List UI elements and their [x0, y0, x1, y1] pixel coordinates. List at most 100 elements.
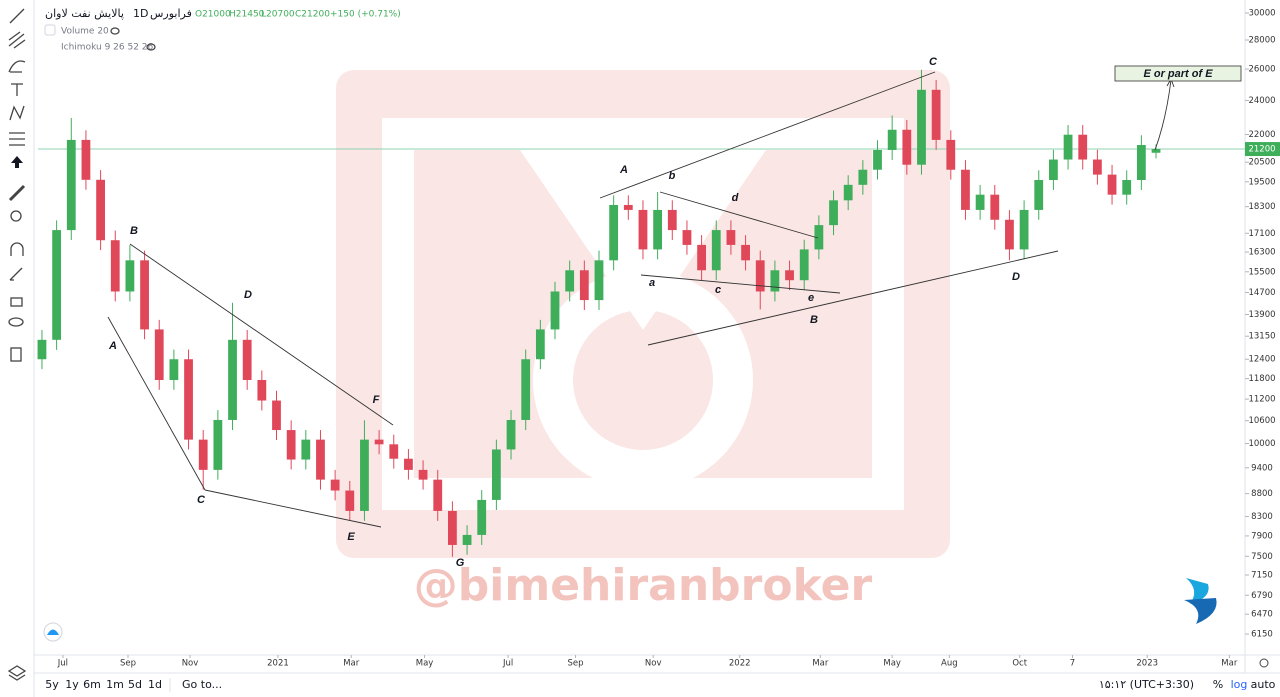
eye-icon[interactable]: [110, 27, 120, 35]
trendline: [599, 71, 936, 199]
scale-option[interactable]: %: [1213, 678, 1223, 691]
object-tree[interactable]: [7, 665, 27, 681]
fib-tool[interactable]: [8, 31, 26, 49]
trendline: [647, 250, 1059, 346]
range-button[interactable]: 1y: [65, 678, 79, 691]
time-zone[interactable]: ۱۵:۱۲ (UTC+3:30): [1099, 678, 1194, 691]
y-tick-label: 6790: [1251, 591, 1273, 601]
y-tick-label: 7150: [1251, 571, 1273, 581]
pattern-tool[interactable]: [9, 105, 25, 121]
wave-label: B: [130, 225, 138, 237]
lock-tool[interactable]: [10, 297, 23, 307]
candle-body: [433, 479, 443, 511]
x-tick-label: Mar: [343, 659, 360, 669]
goto-button[interactable]: Go to...: [182, 678, 222, 691]
candle-body: [946, 139, 956, 170]
eye-icon[interactable]: [146, 43, 156, 51]
range-button[interactable]: 5y: [45, 678, 59, 691]
candle-body: [843, 184, 853, 201]
stay-drawing-tool[interactable]: [9, 267, 23, 281]
ruler-tool[interactable]: [8, 184, 26, 202]
delete-tool[interactable]: [10, 347, 22, 362]
broker-logo: [1184, 578, 1217, 624]
cursor-tool[interactable]: [11, 156, 23, 168]
change: +150 (+0.71%): [330, 10, 401, 20]
candle-body: [154, 329, 164, 381]
candle-body: [96, 179, 105, 241]
wave-label: F: [373, 394, 380, 406]
note-box: [1114, 65, 1242, 82]
y-tick-label: 24000: [1248, 96, 1275, 106]
candle-body: [521, 359, 531, 420]
candle-body: [1107, 174, 1117, 195]
candle-body: [741, 244, 750, 261]
exchange: فرابورس: [150, 7, 192, 20]
zoom-tool[interactable]: [10, 210, 22, 222]
candle-body: [242, 339, 252, 381]
text-tool[interactable]: [11, 83, 23, 96]
candle-body: [1078, 134, 1088, 160]
candle-body: [491, 449, 501, 500]
x-tick-label: Oct: [1012, 659, 1027, 669]
wave-label: a: [649, 277, 655, 289]
y-tick-label: 17100: [1248, 229, 1275, 239]
indicator-volume[interactable]: Volume 20: [61, 27, 109, 37]
y-tick-label: 18300: [1248, 202, 1275, 212]
candle-body: [125, 260, 135, 292]
candle-body: [1005, 219, 1014, 250]
trendline: [107, 316, 206, 491]
candle-body: [565, 270, 575, 292]
collapse-button[interactable]: [44, 24, 56, 36]
y-tick-label: 11200: [1248, 395, 1275, 405]
y-tick-label: 16300: [1248, 248, 1275, 258]
candle-body: [257, 380, 267, 401]
x-tick-label: Nov: [182, 659, 199, 669]
legend: پالایش نفت لاوان 1D فرابورس O21000 H2145…: [44, 7, 401, 53]
scale-option[interactable]: log: [1231, 678, 1248, 691]
trendline: [204, 489, 382, 528]
candle-body: [623, 204, 633, 210]
range-button[interactable]: 5d: [128, 678, 142, 691]
trendline-tool[interactable]: [9, 8, 25, 24]
x-tick-label: Aug: [941, 659, 958, 669]
candle-body: [228, 339, 237, 420]
candle-body: [110, 240, 120, 292]
wave-label: D: [1012, 271, 1020, 283]
candle-body: [697, 244, 706, 271]
scale-option[interactable]: auto: [1251, 678, 1276, 691]
wave-label: C: [197, 494, 206, 506]
brush-tool[interactable]: [8, 60, 26, 73]
wave-label: c: [715, 284, 721, 296]
range-button[interactable]: 6m: [83, 678, 101, 691]
magnet-tool[interactable]: [10, 242, 24, 256]
x-tick-label: Mar: [812, 659, 829, 669]
y-tick-label: 6150: [1251, 630, 1273, 640]
candle-body: [506, 419, 516, 450]
candle-body: [374, 439, 384, 445]
candle-body: [1019, 209, 1029, 250]
settings-button[interactable]: [1259, 658, 1269, 668]
range-button[interactable]: 1m: [106, 678, 124, 691]
interval: 1D: [133, 7, 148, 20]
range-button[interactable]: 1d: [148, 678, 162, 691]
wave-label: C: [929, 56, 938, 68]
wave-label: e: [808, 292, 814, 304]
y-tick-label: 30000: [1248, 8, 1275, 18]
candle-body: [579, 270, 589, 301]
y-tick-label: 13150: [1248, 332, 1275, 342]
candle-body: [550, 291, 560, 330]
y-tick-label: 15500: [1248, 267, 1275, 277]
candle-body: [66, 139, 76, 231]
indicator-ichimoku[interactable]: Ichimoku 9 26 52 26: [61, 43, 154, 53]
prediction-tool[interactable]: [9, 132, 25, 146]
hide-tool[interactable]: [8, 317, 24, 327]
watermark-logo: [336, 70, 950, 558]
candle-body: [330, 479, 340, 491]
candle-body: [653, 209, 663, 250]
y-tick-label: 28000: [1248, 36, 1275, 46]
candle-body: [667, 209, 677, 231]
candle-body: [873, 149, 882, 170]
x-tick-label: May: [883, 659, 901, 669]
candle-body: [711, 230, 721, 271]
